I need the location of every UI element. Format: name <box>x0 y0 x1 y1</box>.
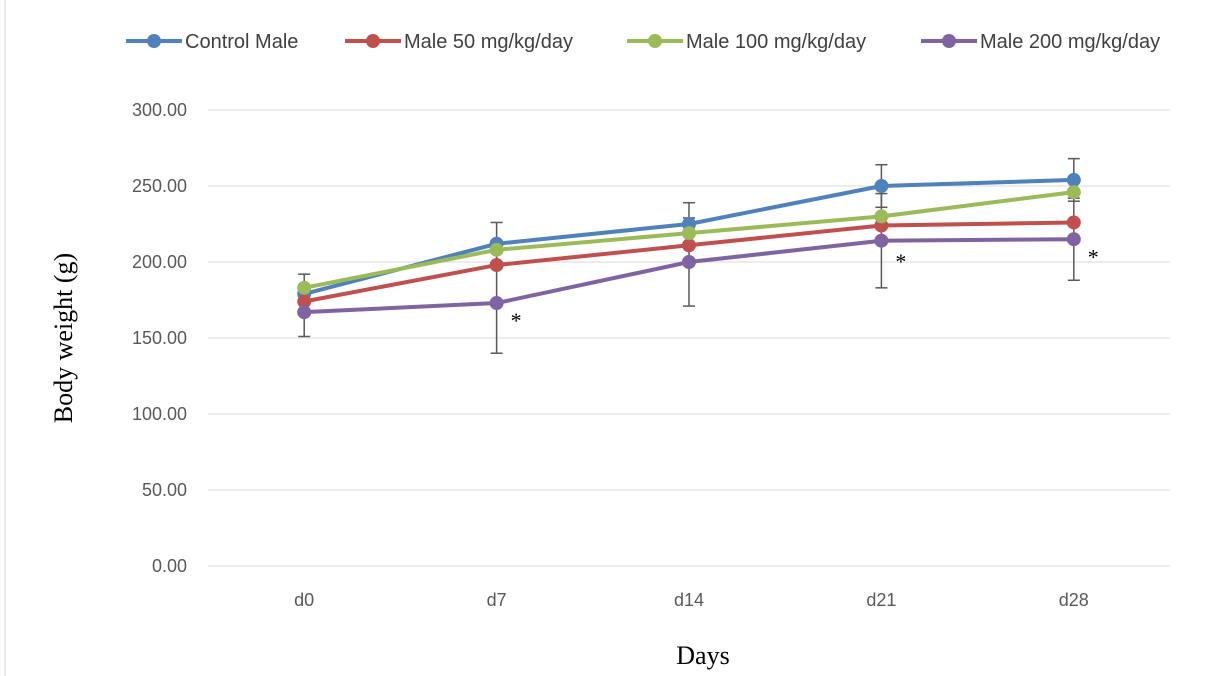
data-point <box>1066 215 1081 230</box>
x-axis-title: Days <box>676 641 729 670</box>
x-tick-label: d7 <box>487 590 507 610</box>
y-tick-label: 250.00 <box>132 176 187 196</box>
significance-asterisk: * <box>1088 244 1099 269</box>
data-point <box>682 226 696 241</box>
legend-label: Male 50 mg/kg/day <box>404 31 573 53</box>
data-point <box>297 305 312 320</box>
data-point <box>489 296 504 311</box>
data-point <box>682 255 696 269</box>
legend-label: Male 100 mg/kg/day <box>686 31 866 53</box>
legend-marker <box>147 34 161 48</box>
x-axis-tick-labels: d0 d7 d14 d21 d28 <box>294 590 1089 610</box>
data-point <box>1066 232 1081 247</box>
data-point <box>682 238 696 253</box>
legend-marker <box>366 34 380 48</box>
y-tick-label: 200.00 <box>132 252 187 272</box>
y-axis-tick-labels: 0.00 50.00 100.00 150.00 200.00 250.00 300.00 <box>132 100 187 576</box>
data-point <box>489 258 504 273</box>
y-tick-label: 150.00 <box>132 328 187 348</box>
significance-annotations: * * * <box>511 244 1099 333</box>
y-axis-title: Body weight (g) <box>49 253 78 423</box>
significance-asterisk: * <box>895 249 906 274</box>
x-tick-label: d0 <box>294 590 314 610</box>
legend-marker <box>942 34 956 48</box>
series-lines <box>297 172 1081 320</box>
data-point <box>489 242 504 257</box>
significance-asterisk: * <box>511 308 522 333</box>
x-tick-label: d21 <box>866 590 896 610</box>
y-tick-label: 300.00 <box>132 100 187 120</box>
legend-label: Control Male <box>185 31 298 53</box>
data-point <box>297 294 312 309</box>
legend: Control Male Male 50 mg/kg/day Male 100 mg… <box>126 31 1160 53</box>
y-tick-label: 0.00 <box>152 556 187 576</box>
data-point <box>1066 185 1081 200</box>
data-point <box>874 233 889 248</box>
data-point <box>874 179 889 193</box>
y-gridlines <box>208 109 1170 567</box>
y-tick-label: 100.00 <box>132 404 187 424</box>
x-tick-label: d14 <box>674 590 704 610</box>
y-tick-label: 50.00 <box>142 480 187 500</box>
data-point <box>1066 172 1081 187</box>
legend-marker <box>648 34 662 48</box>
x-tick-label: d28 <box>1059 590 1089 610</box>
data-point <box>297 280 312 295</box>
legend-label: Male 200 mg/kg/day <box>980 31 1160 53</box>
data-point <box>874 209 889 224</box>
